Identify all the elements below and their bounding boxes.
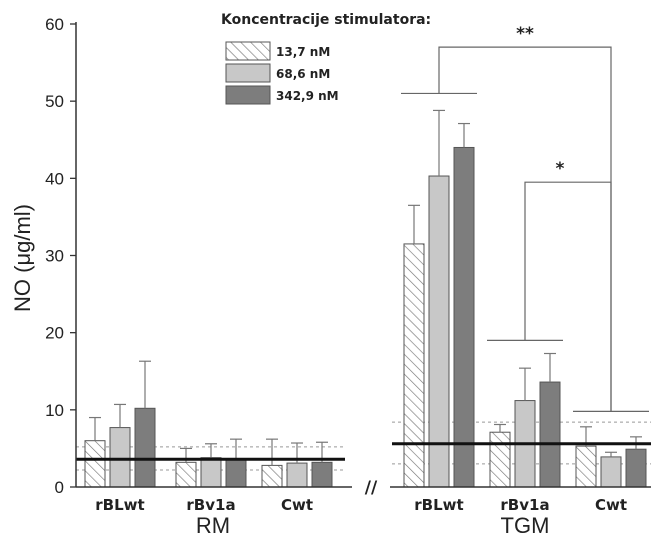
y-tick-label: 0 (55, 478, 64, 497)
y-tick-label: 30 (45, 247, 64, 266)
bar-rblwt-tgm-s3 (453, 146, 475, 488)
legend-swatch (225, 41, 271, 61)
bar-rblwt-rm-s3 (134, 407, 156, 488)
y-tick-label: 40 (45, 169, 64, 188)
bar-cwt-tgm-s3 (625, 448, 647, 488)
bar-rblwt-tgm-s1 (403, 243, 425, 488)
bar-cwt-tgm-s2 (600, 456, 622, 488)
legend-swatch (225, 85, 271, 105)
bar-rblwt-rm-s1 (84, 440, 106, 488)
x-category-label: rBLwt (414, 496, 463, 514)
y-tick-label: 10 (45, 401, 64, 420)
x-category-label: Cwt (281, 496, 313, 514)
legend-items: 13,7 nM 68,6 nM 342,9 nM (225, 41, 339, 105)
baselines (76, 442, 651, 461)
bar-cwt-rm-s2 (286, 462, 308, 488)
bar-cwt-tgm-s1 (575, 445, 597, 488)
significance-label: * (556, 159, 565, 179)
legend-title: Koncentracije stimulatora: (221, 12, 431, 28)
x-category-label: rBv1a (186, 496, 235, 514)
x-labels: rBLwt rBv1a Cwt RM rBLwt rBv1a Cwt TGM (95, 496, 627, 538)
significance-label: ** (516, 24, 534, 44)
legend-label: 342,9 nM (276, 89, 339, 103)
x-category-label: Cwt (595, 496, 627, 514)
bars (84, 109, 647, 488)
bar-rblwt-rm-s2 (109, 427, 131, 488)
legend-label: 13,7 nM (276, 45, 330, 59)
bar-rbv1a-tgm-s3 (539, 381, 561, 488)
y-axis-title: NO (μg/ml) (10, 204, 35, 312)
x-category-label: rBLwt (95, 496, 144, 514)
axis-break-mark: // (365, 478, 378, 498)
x-category-label: rBv1a (500, 496, 549, 514)
bar-rbv1a-tgm-s1 (489, 431, 511, 488)
legend-label: 68,6 nM (276, 67, 330, 81)
y-tick-label: 50 (45, 92, 64, 111)
y-tick-label: 20 (45, 324, 64, 343)
bar-cwt-rm-s3 (311, 461, 333, 488)
bar-rbv1a-rm-s2 (200, 457, 222, 488)
y-ticks: 0 10 20 30 40 50 60 (45, 15, 76, 497)
baseline-bands (76, 421, 651, 471)
axes: // (75, 22, 651, 498)
significance-bracket (524, 181, 612, 412)
bar-rbv1a-rm-s3 (225, 458, 247, 488)
y-tick-label: 60 (45, 15, 64, 34)
bar-cwt-rm-s1 (261, 464, 283, 488)
significance-brackets: *** (401, 24, 649, 412)
bar-rblwt-tgm-s2 (428, 175, 450, 488)
legend: Koncentracije stimulatora: 13,7 nM 68,6 n… (221, 12, 431, 105)
legend-swatch (225, 63, 271, 83)
group-label: TGM (501, 513, 550, 538)
bar-rbv1a-rm-s1 (175, 461, 197, 488)
group-label: RM (196, 513, 230, 538)
